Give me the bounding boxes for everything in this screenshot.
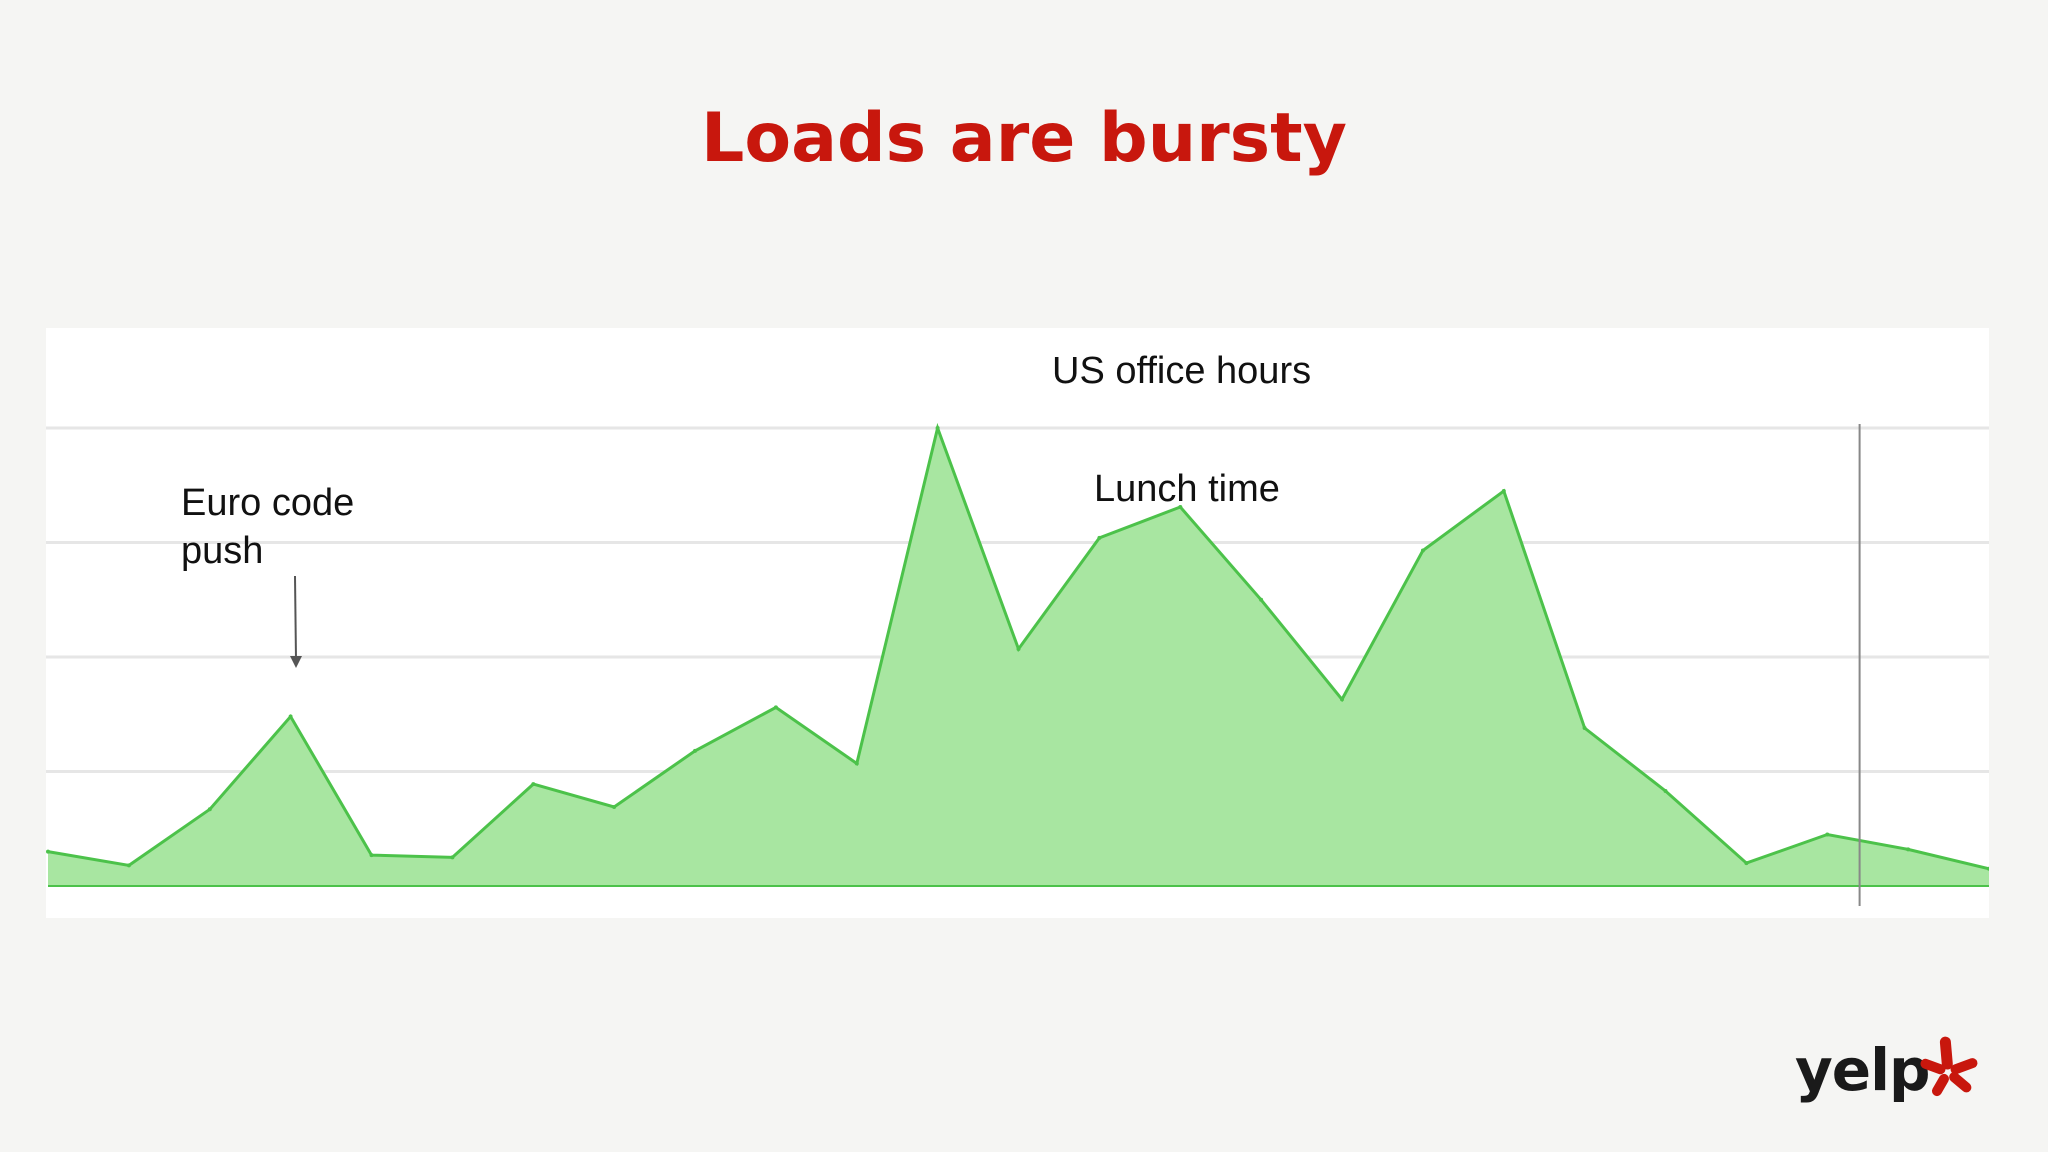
data-point-20 <box>1663 789 1668 793</box>
annotation-us-office-hours: US office hours <box>1052 350 1312 392</box>
annotation-euro-code-push: Euro code push <box>181 480 354 575</box>
data-point-6 <box>531 782 536 787</box>
data-point-21 <box>1744 861 1749 866</box>
data-point-12 <box>1016 647 1021 651</box>
euro-arrow-head-icon <box>290 656 302 668</box>
data-point-18 <box>1501 489 1506 493</box>
annotation-euro-line-1: Euro code <box>181 482 355 524</box>
data-point-14 <box>1178 505 1183 509</box>
data-point-19 <box>1582 726 1587 730</box>
yelp-burst-icon <box>1920 1036 1978 1097</box>
data-point-4 <box>369 853 374 858</box>
data-points <box>46 426 1989 887</box>
yelp-burst-petal <box>1949 1072 1972 1093</box>
data-point-16 <box>1340 697 1344 702</box>
data-point-8 <box>693 748 697 753</box>
data-point-3 <box>288 714 293 719</box>
slide-title: Loads are bursty <box>701 99 1347 178</box>
chart-panel: US office hours Lunch time Euro code pus… <box>46 328 1989 918</box>
data-point-9 <box>773 705 778 710</box>
data-point-15 <box>1259 597 1264 602</box>
data-point-2 <box>207 807 212 812</box>
data-point-0 <box>46 849 50 854</box>
annotation-lunch-time: Lunch time <box>1094 468 1280 510</box>
data-point-11 <box>935 426 940 430</box>
data-point-10 <box>854 761 859 766</box>
data-point-7 <box>612 805 617 809</box>
euro-arrow <box>294 575 297 661</box>
data-point-23 <box>1906 847 1911 852</box>
data-point-24 <box>1987 866 1989 871</box>
annotation-euro-line-2: push <box>181 529 264 572</box>
yelp-burst-petal <box>1932 1073 1949 1097</box>
data-point-1 <box>126 863 131 868</box>
load-area-fill <box>48 428 1989 886</box>
yelp-logo-word: yelp <box>1795 1036 1931 1104</box>
data-point-13 <box>1097 535 1102 540</box>
data-point-22 <box>1825 832 1830 837</box>
data-point-17 <box>1420 548 1425 553</box>
yelp-burst-petal <box>1939 1036 1953 1070</box>
load-area-chart <box>46 422 1989 906</box>
yelp-burst-petal <box>1950 1058 1978 1075</box>
yelp-logo: yelp <box>1795 1030 1978 1120</box>
data-point-5 <box>450 855 455 860</box>
yelp-burst-petal <box>1920 1058 1946 1075</box>
